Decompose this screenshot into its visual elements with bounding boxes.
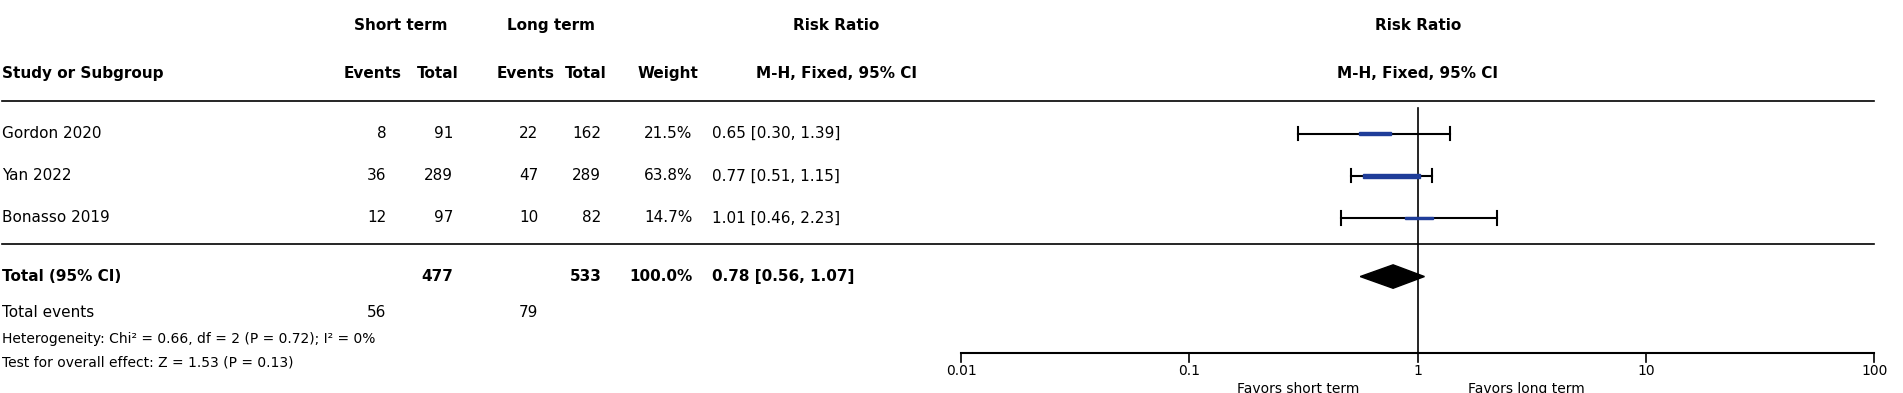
Text: 0.65 [0.30, 1.39]: 0.65 [0.30, 1.39] [712,126,839,141]
Text: 36: 36 [367,168,386,183]
Text: Favors long term: Favors long term [1469,382,1585,393]
Text: 100: 100 [1861,364,1888,378]
Text: 12: 12 [367,210,386,226]
Text: Study or Subgroup: Study or Subgroup [2,66,164,81]
Text: Gordon 2020: Gordon 2020 [2,126,101,141]
Text: Test for overall effect: Z = 1.53 (P = 0.13): Test for overall effect: Z = 1.53 (P = 0… [2,356,293,370]
Text: Events: Events [344,66,402,81]
Text: 162: 162 [573,126,601,141]
Text: 8: 8 [377,126,386,141]
Text: 91: 91 [434,126,453,141]
Bar [1359,132,1391,135]
Text: Risk Ratio: Risk Ratio [794,18,879,33]
Text: 10: 10 [520,210,539,226]
Text: 1: 1 [1414,364,1422,378]
Text: 289: 289 [424,168,453,183]
Text: Total events: Total events [2,305,93,320]
Text: 10: 10 [1637,364,1656,378]
Text: 0.1: 0.1 [1178,364,1201,378]
Text: Heterogeneity: Chi² = 0.66, df = 2 (P = 0.72); I² = 0%: Heterogeneity: Chi² = 0.66, df = 2 (P = … [2,332,375,346]
Text: 79: 79 [520,305,539,320]
Text: Bonasso 2019: Bonasso 2019 [2,210,110,226]
Bar [1363,174,1420,178]
Text: Long term: Long term [506,18,596,33]
Text: Risk Ratio: Risk Ratio [1374,18,1462,33]
Text: Total (95% CI): Total (95% CI) [2,269,122,284]
Text: 100.0%: 100.0% [630,269,693,284]
Text: 0.01: 0.01 [946,364,976,378]
Bar [1404,217,1433,219]
Text: 1.01 [0.46, 2.23]: 1.01 [0.46, 2.23] [712,210,839,226]
Polygon shape [1361,265,1425,288]
Text: Favors short term: Favors short term [1237,382,1359,393]
Text: 63.8%: 63.8% [643,168,693,183]
Text: Weight: Weight [638,66,698,81]
Text: Total: Total [565,66,607,81]
Text: 14.7%: 14.7% [645,210,693,226]
Text: Total: Total [417,66,459,81]
Text: 82: 82 [582,210,601,226]
Text: 0.77 [0.51, 1.15]: 0.77 [0.51, 1.15] [712,168,839,183]
Text: 533: 533 [569,269,601,284]
Text: 22: 22 [520,126,539,141]
Text: 47: 47 [520,168,539,183]
Text: 0.78 [0.56, 1.07]: 0.78 [0.56, 1.07] [712,269,854,284]
Text: Yan 2022: Yan 2022 [2,168,72,183]
Text: M-H, Fixed, 95% CI: M-H, Fixed, 95% CI [1338,66,1498,81]
Text: 21.5%: 21.5% [645,126,693,141]
Text: 289: 289 [573,168,601,183]
Text: 56: 56 [367,305,386,320]
Text: 97: 97 [434,210,453,226]
Text: Short term: Short term [354,18,447,33]
Text: 477: 477 [421,269,453,284]
Text: M-H, Fixed, 95% CI: M-H, Fixed, 95% CI [755,66,917,81]
Text: Events: Events [497,66,554,81]
